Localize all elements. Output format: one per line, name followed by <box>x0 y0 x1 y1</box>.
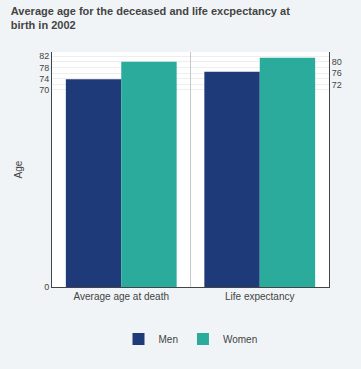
svg-text:78: 78 <box>39 63 49 73</box>
svg-text:Men: Men <box>159 334 178 345</box>
svg-text:76: 76 <box>332 68 342 78</box>
svg-text:72: 72 <box>332 80 342 90</box>
svg-text:0: 0 <box>44 282 49 292</box>
svg-text:Average age at death: Average age at death <box>74 291 169 302</box>
svg-text:74: 74 <box>39 74 49 84</box>
svg-text:80: 80 <box>332 57 342 67</box>
svg-text:Life expectancy: Life expectancy <box>225 291 295 302</box>
svg-text:70: 70 <box>39 85 49 95</box>
svg-text:Average age for the deceased a: Average age for the deceased and life ex… <box>11 5 290 31</box>
svg-text:Age: Age <box>13 160 24 178</box>
svg-text:82: 82 <box>39 51 49 61</box>
svg-text:Women: Women <box>223 334 257 345</box>
